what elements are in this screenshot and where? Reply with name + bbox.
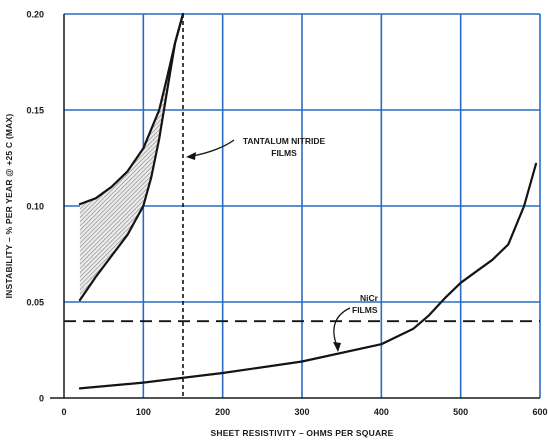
y-tick-label-0.15: 0.15 <box>26 106 44 116</box>
annotation-nicr-line-1: NiCr <box>360 293 379 303</box>
x-tick-label-200: 200 <box>215 407 230 417</box>
annotation-nicr-line-2: FILMS <box>352 305 378 315</box>
annotation-tantalum-line-1: TANTALUM NITRIDE <box>243 136 326 146</box>
y-axis-label: INSTABILITY – % PER YEAR @ +25 C (MAX) <box>4 114 14 299</box>
x-tick-label-600: 600 <box>532 407 547 417</box>
series-lines <box>78 12 538 390</box>
y-tick-label-0: 0 <box>39 394 44 404</box>
x-tick-label-100: 100 <box>136 407 151 417</box>
x-axis-label: SHEET RESISTIVITY – OHMS PER SQUARE <box>210 428 393 438</box>
annotation-tantalum-arrowhead <box>186 152 196 160</box>
x-tick-label-300: 300 <box>294 407 309 417</box>
annotation-tantalum-leader <box>191 139 235 157</box>
x-tick-labels: 0 100 200 300 400 500 600 <box>61 407 547 417</box>
x-tick-label-400: 400 <box>374 407 389 417</box>
x-tick-label-0: 0 <box>61 407 66 417</box>
y-tick-label-0.05: 0.05 <box>26 298 44 308</box>
annotation-nicr-leader <box>333 307 351 347</box>
tantalum-shade-area <box>79 14 183 301</box>
tantalum-shaded-region <box>79 14 183 301</box>
annotation-nicr-arrowhead <box>333 342 341 352</box>
annotation-nicr: NiCr FILMS <box>333 293 379 352</box>
y-tick-labels: 0 0.05 0.10 0.15 0.20 <box>26 10 44 404</box>
nicr-curve <box>78 162 538 390</box>
tantalum-lower-curve <box>78 12 185 302</box>
y-tick-label-0.10: 0.10 <box>26 202 44 212</box>
annotation-tantalum-nitride: TANTALUM NITRIDE FILMS <box>186 136 325 160</box>
annotation-tantalum-line-2: FILMS <box>271 148 297 158</box>
x-tick-label-500: 500 <box>453 407 468 417</box>
y-tick-label-0.20: 0.20 <box>26 10 44 20</box>
reference-lines <box>64 14 540 398</box>
